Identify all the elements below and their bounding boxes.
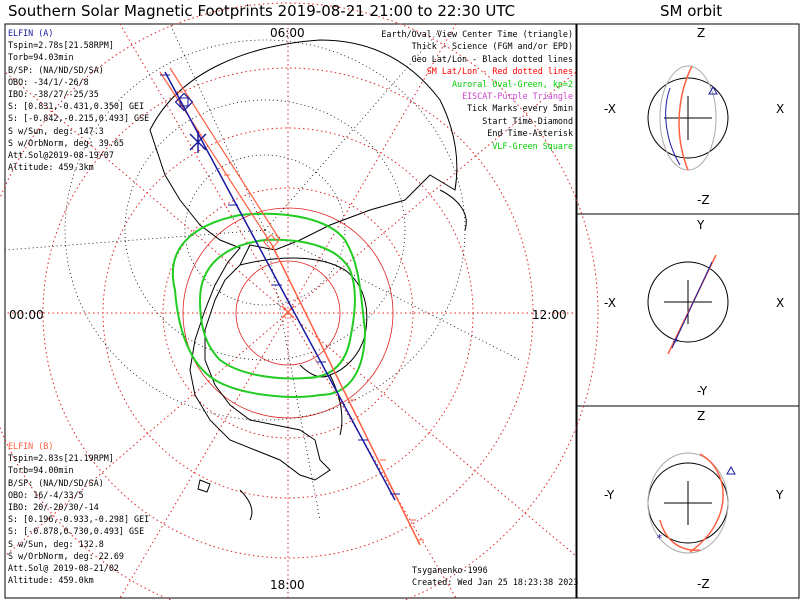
legend: Earth/Oval View Center Time (triangle) T… bbox=[381, 28, 573, 152]
panel1-right-label: X bbox=[776, 102, 785, 116]
elfin-b-line: S: [-0.878,0.730,0.493] GSE bbox=[8, 526, 145, 537]
panel1-left-label: -X bbox=[604, 102, 616, 116]
elfin-a-line: B/SP: (NA/ND/SD/SA) bbox=[8, 64, 104, 75]
panel1-bottom-label: -Z bbox=[697, 193, 710, 207]
orbit-title: SM orbit bbox=[660, 2, 723, 20]
elfin-a-line: Altitude: 459.3km bbox=[8, 162, 94, 173]
mlt-label-left: 00:00 bbox=[9, 308, 44, 322]
panel2-bottom-label: -Y bbox=[697, 384, 708, 398]
elfin-a-line: OBO: -34/1/-26/8 bbox=[8, 76, 89, 87]
orbit-panel-xy: * bbox=[647, 254, 729, 355]
elfin-b-line: OBO: 16/-4/33/5 bbox=[8, 489, 84, 500]
orbit-panel-yz: * bbox=[647, 452, 736, 554]
created-timestamp: Created: Wed Jan 25 18:23:38 2023 bbox=[412, 577, 579, 588]
credits: Tsyganenko-1996 Created: Wed Jan 25 18:2… bbox=[412, 564, 578, 588]
mlt-label-bottom: 18:00 bbox=[270, 578, 305, 592]
legend-item: SM Lat/Lon - Red dotted lines bbox=[426, 66, 573, 77]
legend-item: Start Time-Diamond bbox=[482, 115, 573, 126]
legend-item: Thick - Science (FGM and/or EPD) bbox=[411, 41, 573, 52]
svg-text:*: * bbox=[656, 532, 663, 545]
legend-item: EISCAT-Purple Triangle bbox=[462, 91, 573, 102]
model-label: Tsyganenko-1996 bbox=[412, 565, 488, 575]
elfin-a-line: Tspin=2.78s[21.58RPM] bbox=[8, 40, 114, 51]
elfin-a-line: S: [0.831,-0.431,0.350] GEI bbox=[8, 101, 145, 112]
elfin-a-info: ELFIN (A) Tspin=2.78s[21.58RPM] Torb=94.… bbox=[8, 27, 149, 173]
legend-item: Geo Lat/Lon - Black dotted lines bbox=[411, 53, 573, 64]
orbit-panel-xz bbox=[647, 65, 729, 171]
elfin-b-line: Att.Sol@ 2019-08-21/02 bbox=[8, 563, 119, 574]
elfin-a-line: IBO: -38/27/-25/35 bbox=[8, 89, 99, 100]
auroral-oval bbox=[171, 212, 367, 398]
elfin-b-line: S w/OrbNorm, deg: 22.69 bbox=[8, 550, 124, 561]
map-frame bbox=[4, 23, 577, 599]
panel3-left-label: -Y bbox=[604, 488, 615, 502]
panel2-left-label: -X bbox=[604, 296, 616, 310]
elfin-a-line: S w/OrbNorm, deg: 39.65 bbox=[8, 137, 124, 148]
elfin-b-line: Torb=94.00min bbox=[8, 465, 74, 476]
plot-title: Southern Solar Magnetic Footprints 2019-… bbox=[8, 2, 516, 20]
elfin-b-line: S: [0.196,-0.933,-0.298] GEI bbox=[8, 514, 150, 525]
legend-item: Auroral Oval-Green, kp=2 bbox=[451, 78, 573, 89]
coastlines bbox=[149, 39, 467, 521]
legend-item: End Time-Asterisk bbox=[487, 128, 573, 139]
legend-item: VLF-Green Square bbox=[492, 140, 573, 151]
elfin-b-line: B/SP: (NA/ND/SD/SA) bbox=[8, 477, 104, 488]
panel3-bottom-label: -Z bbox=[697, 577, 710, 591]
elfin-b-info: ELFIN (B) Tspin=2.83s[21.19RPM] Torb=94.… bbox=[8, 440, 149, 586]
panel2-right-label: X bbox=[776, 296, 785, 310]
elfin-a-line: S: [-0.842,-0.215,0.493] GSE bbox=[8, 113, 150, 124]
elfin-a-line: Att.Sol@2019-08-19/07 bbox=[8, 150, 114, 161]
panel1-top-label: Z bbox=[697, 26, 706, 40]
elfin-a-line: Torb=94.03min bbox=[8, 52, 74, 63]
elfin-a-line: S w/Sun, deg: 147.3 bbox=[8, 125, 104, 136]
elfin-a-name: ELFIN (A) bbox=[8, 28, 54, 38]
mlt-label-top: 06:00 bbox=[270, 26, 305, 40]
sm-meridians bbox=[4, 23, 577, 599]
svg-text:*: * bbox=[672, 336, 679, 349]
panel3-top-label: Z bbox=[697, 409, 706, 423]
elfin-b-line: Tspin=2.83s[21.19RPM] bbox=[8, 453, 114, 464]
panel3-right-label: Y bbox=[776, 488, 784, 502]
legend-item: Tick Marks every 5min bbox=[467, 103, 573, 114]
elfin-b-line: S w/Sun, deg: 132.8 bbox=[8, 538, 104, 549]
elfin-b-track bbox=[159, 67, 424, 546]
mlt-label-right: 12:00 bbox=[532, 308, 567, 322]
elfin-b-line: Altitude: 459.0km bbox=[8, 575, 94, 586]
panel2-top-label: Y bbox=[697, 218, 705, 232]
elfin-b-line: IBO: 20/-20/30/-14 bbox=[8, 502, 99, 513]
legend-item: Earth/Oval View Center Time (triangle) bbox=[381, 29, 573, 39]
orbit-frame bbox=[576, 23, 800, 599]
elfin-b-name: ELFIN (B) bbox=[8, 441, 54, 451]
elfin-a-track bbox=[160, 71, 400, 501]
